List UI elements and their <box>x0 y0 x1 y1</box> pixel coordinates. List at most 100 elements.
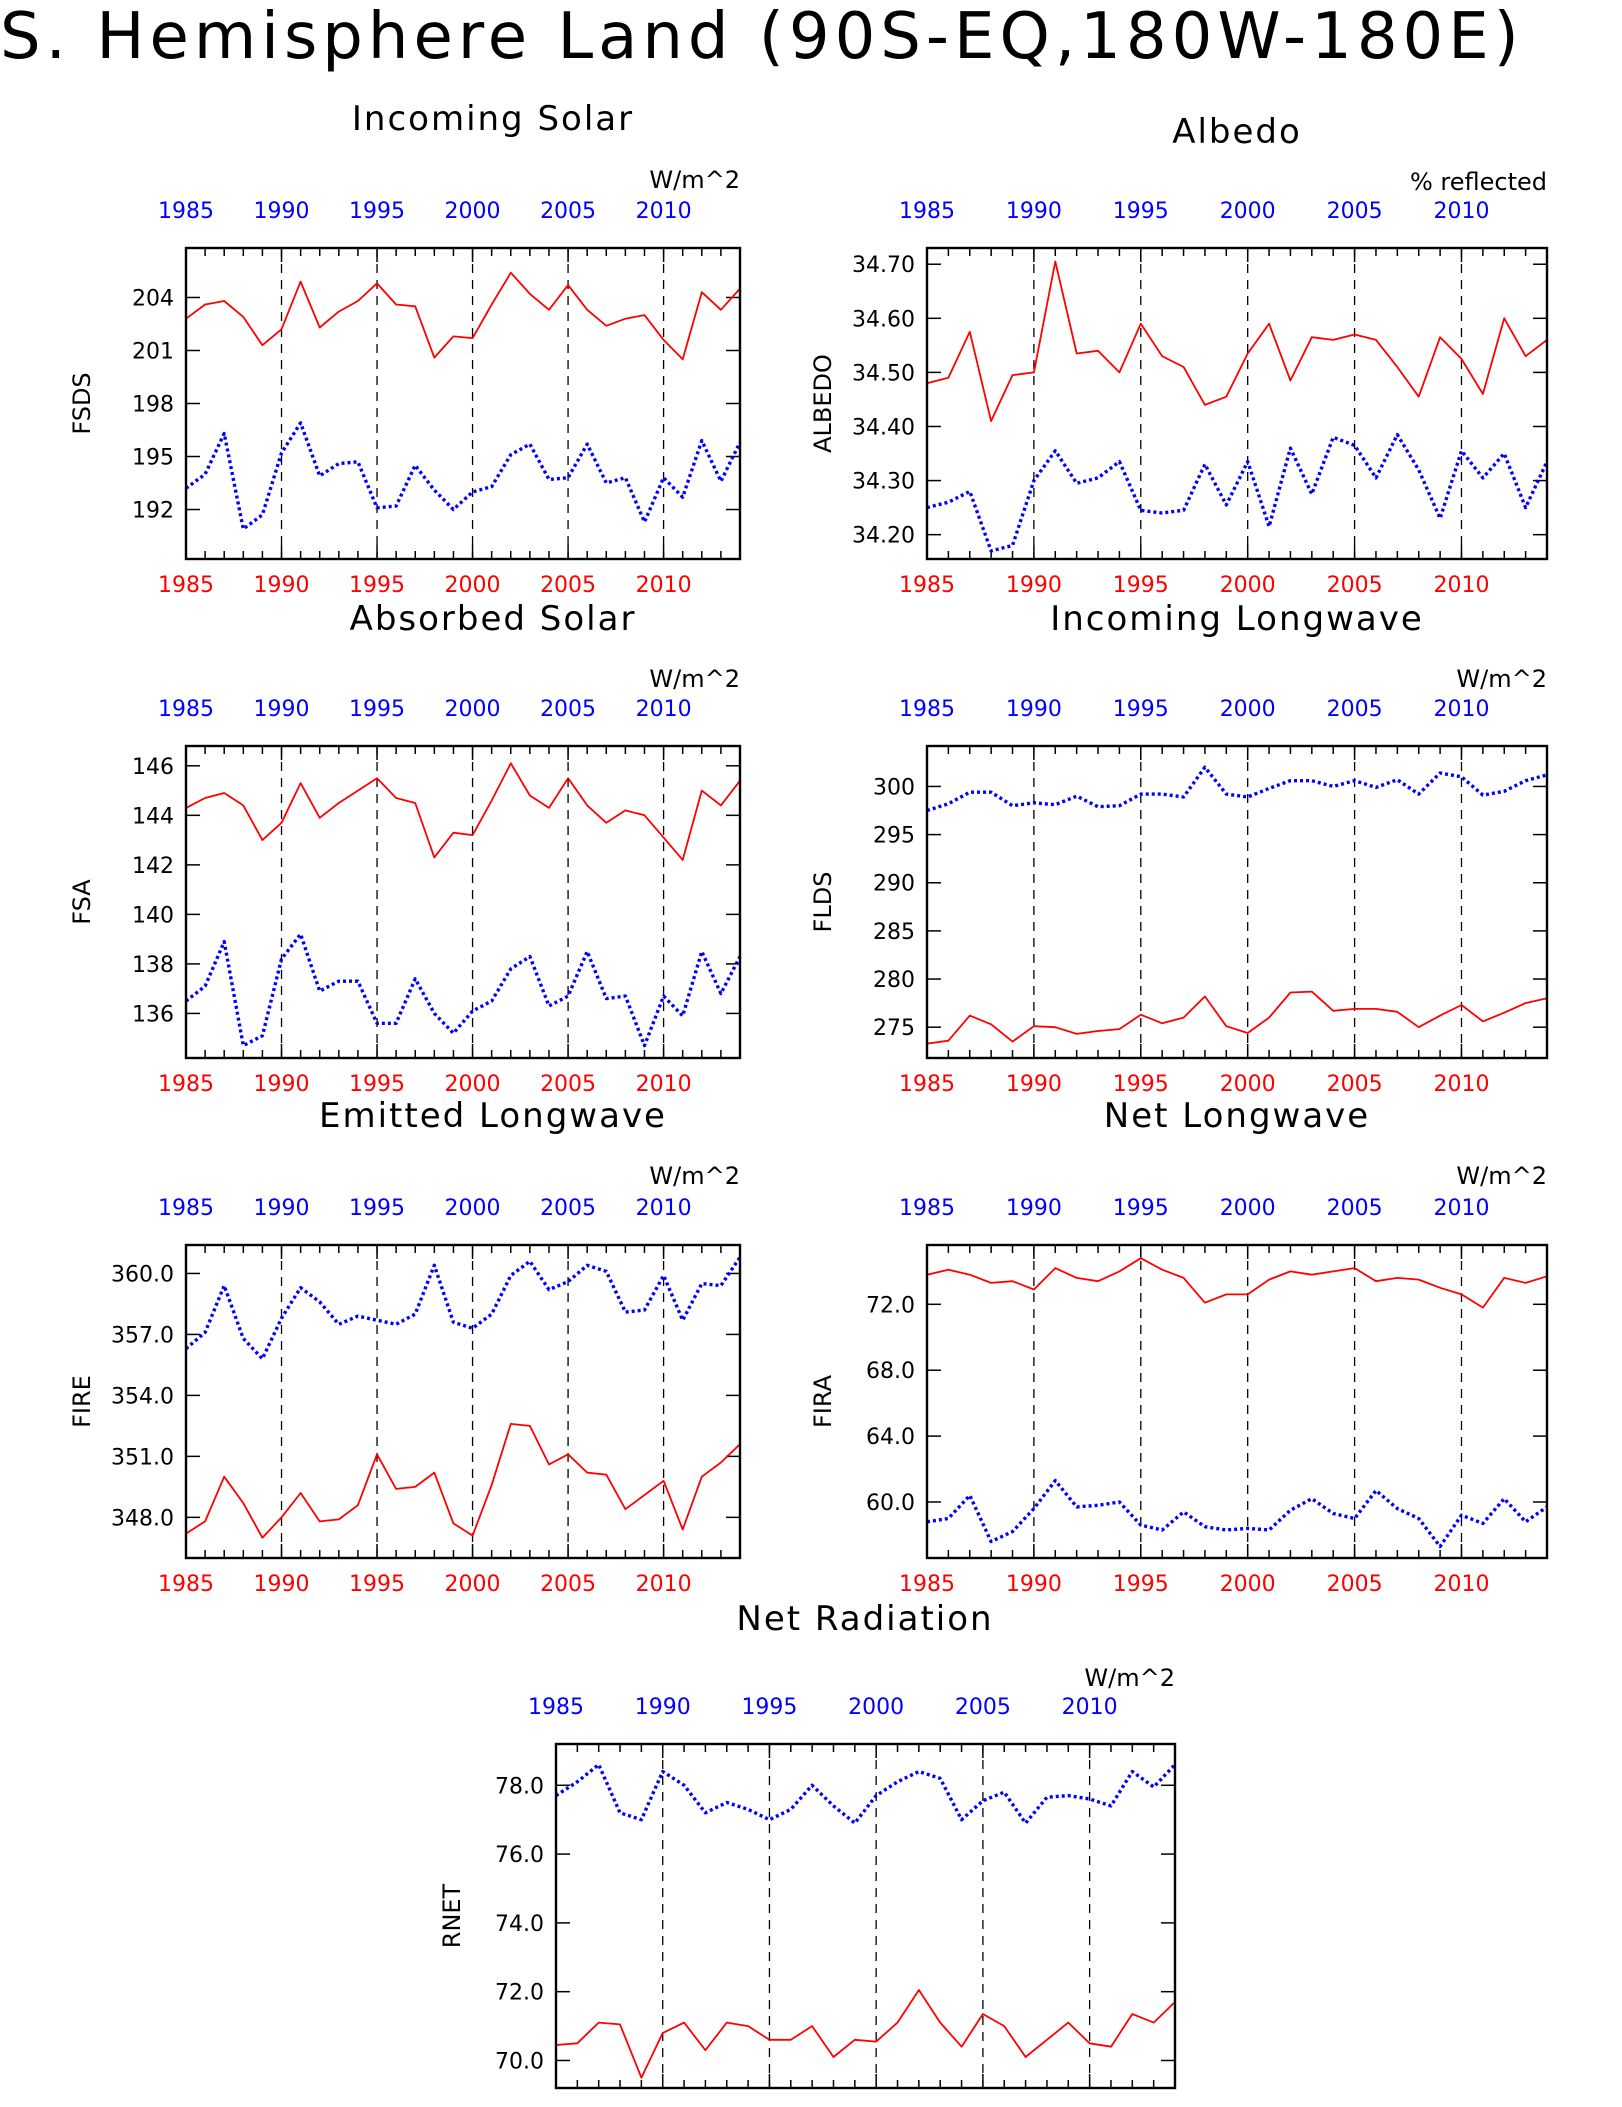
y-tick-label: 34.40 <box>852 415 915 440</box>
x-tick-label-bottom: 1985 <box>899 573 955 598</box>
x-tick-label-top: 2010 <box>636 1196 692 1221</box>
series-line-blue <box>184 932 742 1048</box>
x-tick-label-bottom: 1985 <box>158 573 214 598</box>
x-tick-label-bottom: 2000 <box>1220 1072 1276 1097</box>
x-tick-label-top: 1995 <box>1113 199 1169 224</box>
y-tick-label: 348.0 <box>111 1506 174 1531</box>
x-tick-label-top: 2005 <box>540 1196 596 1221</box>
x-tick-label-bottom: 2000 <box>445 573 501 598</box>
x-tick-label-bottom: 1990 <box>254 573 310 598</box>
y-axis-label: FIRA <box>809 1374 837 1428</box>
y-tick-label: 72.0 <box>866 1293 915 1318</box>
x-tick-label-top: 2005 <box>1327 697 1383 722</box>
chart-emitted-longwave: Emitted Longwave W/m^2 FIRE 1985 1985 1990 199… <box>68 1096 742 1597</box>
x-tick-label-bottom: 1990 <box>254 1072 310 1097</box>
x-tick-label-top: 1990 <box>1006 697 1062 722</box>
x-tick-label-bottom: 2005 <box>540 1572 596 1597</box>
y-tick-label: 60.0 <box>866 1491 915 1516</box>
chart-incoming-longwave: Incoming Longwave W/m^2 FLDS 1985 1985 1990 19… <box>809 599 1549 1097</box>
x-tick-label-top: 2005 <box>1327 1196 1383 1221</box>
x-tick-label-bottom: 2000 <box>445 1072 501 1097</box>
y-tick-label: 34.70 <box>852 253 915 278</box>
series-line-blue <box>184 421 742 531</box>
series-line-red <box>185 271 741 361</box>
x-tick-label-top: 1995 <box>741 1695 797 1720</box>
x-tick-label-top: 2005 <box>540 199 596 224</box>
units-label: W/m^2 <box>1456 665 1547 693</box>
x-tick-label-bottom: 1985 <box>158 1072 214 1097</box>
chart-title: Incoming Solar <box>352 99 634 139</box>
y-tick-label: 138 <box>132 953 174 978</box>
x-tick-label-top: 2010 <box>1433 199 1489 224</box>
y-tick-label: 354.0 <box>111 1384 174 1409</box>
y-tick-label: 74.0 <box>495 1912 544 1937</box>
y-tick-label: 70.0 <box>495 2049 544 2074</box>
y-tick-label: 300 <box>873 775 915 800</box>
x-tick-label-top: 1985 <box>899 1196 955 1221</box>
chart-title: Absorbed Solar <box>350 599 637 639</box>
x-tick-label-bottom: 1990 <box>1006 1072 1062 1097</box>
x-tick-label-top: 1985 <box>899 697 955 722</box>
x-tick-label-top: 1985 <box>158 199 214 224</box>
y-axis-label: FSDS <box>68 372 96 434</box>
y-tick-label: 360.0 <box>111 1262 174 1287</box>
y-tick-label: 78.0 <box>495 1774 544 1799</box>
y-tick-label: 146 <box>132 755 174 780</box>
series-line-red <box>926 1257 1548 1309</box>
x-tick-label-top: 2005 <box>955 1695 1011 1720</box>
series-line-red <box>926 260 1548 423</box>
x-tick-label-bottom: 1995 <box>1113 1572 1169 1597</box>
y-tick-label: 34.50 <box>852 361 915 386</box>
series-line-blue <box>555 1762 1177 1825</box>
x-tick-label-bottom: 1985 <box>899 1072 955 1097</box>
x-tick-label-top: 1990 <box>1006 1196 1062 1221</box>
x-tick-label-top: 1985 <box>528 1695 584 1720</box>
series-line-red <box>926 990 1548 1045</box>
x-tick-label-bottom: 1995 <box>349 1572 405 1597</box>
y-tick-label: 192 <box>132 499 174 524</box>
x-tick-label-bottom: 2000 <box>1220 573 1276 598</box>
units-label: W/m^2 <box>1456 1162 1547 1190</box>
x-tick-label-bottom: 1995 <box>349 573 405 598</box>
x-tick-label-top: 1995 <box>349 697 405 722</box>
chart-title: Emitted Longwave <box>319 1096 667 1136</box>
x-tick-label-top: 1995 <box>349 199 405 224</box>
series-line-red <box>555 1989 1176 2079</box>
x-tick-label-bottom: 2005 <box>1327 573 1383 598</box>
x-tick-label-top: 2000 <box>445 697 501 722</box>
x-tick-label-top: 1995 <box>1113 697 1169 722</box>
x-tick-label-bottom: 2000 <box>1220 1572 1276 1597</box>
series-line-blue <box>184 1256 742 1361</box>
y-tick-label: 280 <box>873 968 915 993</box>
x-tick-label-top: 1990 <box>635 1695 691 1720</box>
x-tick-label-top: 1995 <box>1113 1196 1169 1221</box>
y-tick-label: 195 <box>132 446 174 471</box>
chart-title: Net Longwave <box>1104 1096 1370 1136</box>
y-tick-label: 140 <box>132 903 174 928</box>
x-tick-label-top: 1985 <box>158 1196 214 1221</box>
plot-frame <box>925 246 1549 561</box>
y-tick-label: 34.20 <box>852 524 915 549</box>
y-tick-label: 76.0 <box>495 1843 544 1868</box>
plot-frame <box>554 1742 1177 2090</box>
x-tick-label-bottom: 1995 <box>1113 1072 1169 1097</box>
y-tick-label: 34.30 <box>852 470 915 495</box>
x-tick-label-bottom: 1990 <box>1006 1572 1062 1597</box>
chart-title: Net Radiation <box>736 1599 993 1639</box>
x-tick-label-bottom: 2010 <box>636 1572 692 1597</box>
y-tick-label: 136 <box>132 1002 174 1027</box>
x-tick-label-bottom: 2005 <box>540 573 596 598</box>
x-tick-label-top: 2000 <box>848 1695 904 1720</box>
y-axis-label: ALBEDO <box>809 354 837 453</box>
y-tick-label: 68.0 <box>866 1359 915 1384</box>
x-tick-label-top: 1990 <box>1006 199 1062 224</box>
series-line-blue <box>926 432 1549 553</box>
y-axis-label: FSA <box>68 879 96 925</box>
y-axis-label: FIRE <box>68 1375 96 1428</box>
page-title: S. Hemisphere Land (90S-EQ,180W-180E) <box>0 0 1524 74</box>
plot-frame <box>184 246 742 561</box>
plot-frame <box>925 1243 1549 1560</box>
x-tick-label-top: 1985 <box>158 697 214 722</box>
x-tick-label-top: 2000 <box>1220 199 1276 224</box>
